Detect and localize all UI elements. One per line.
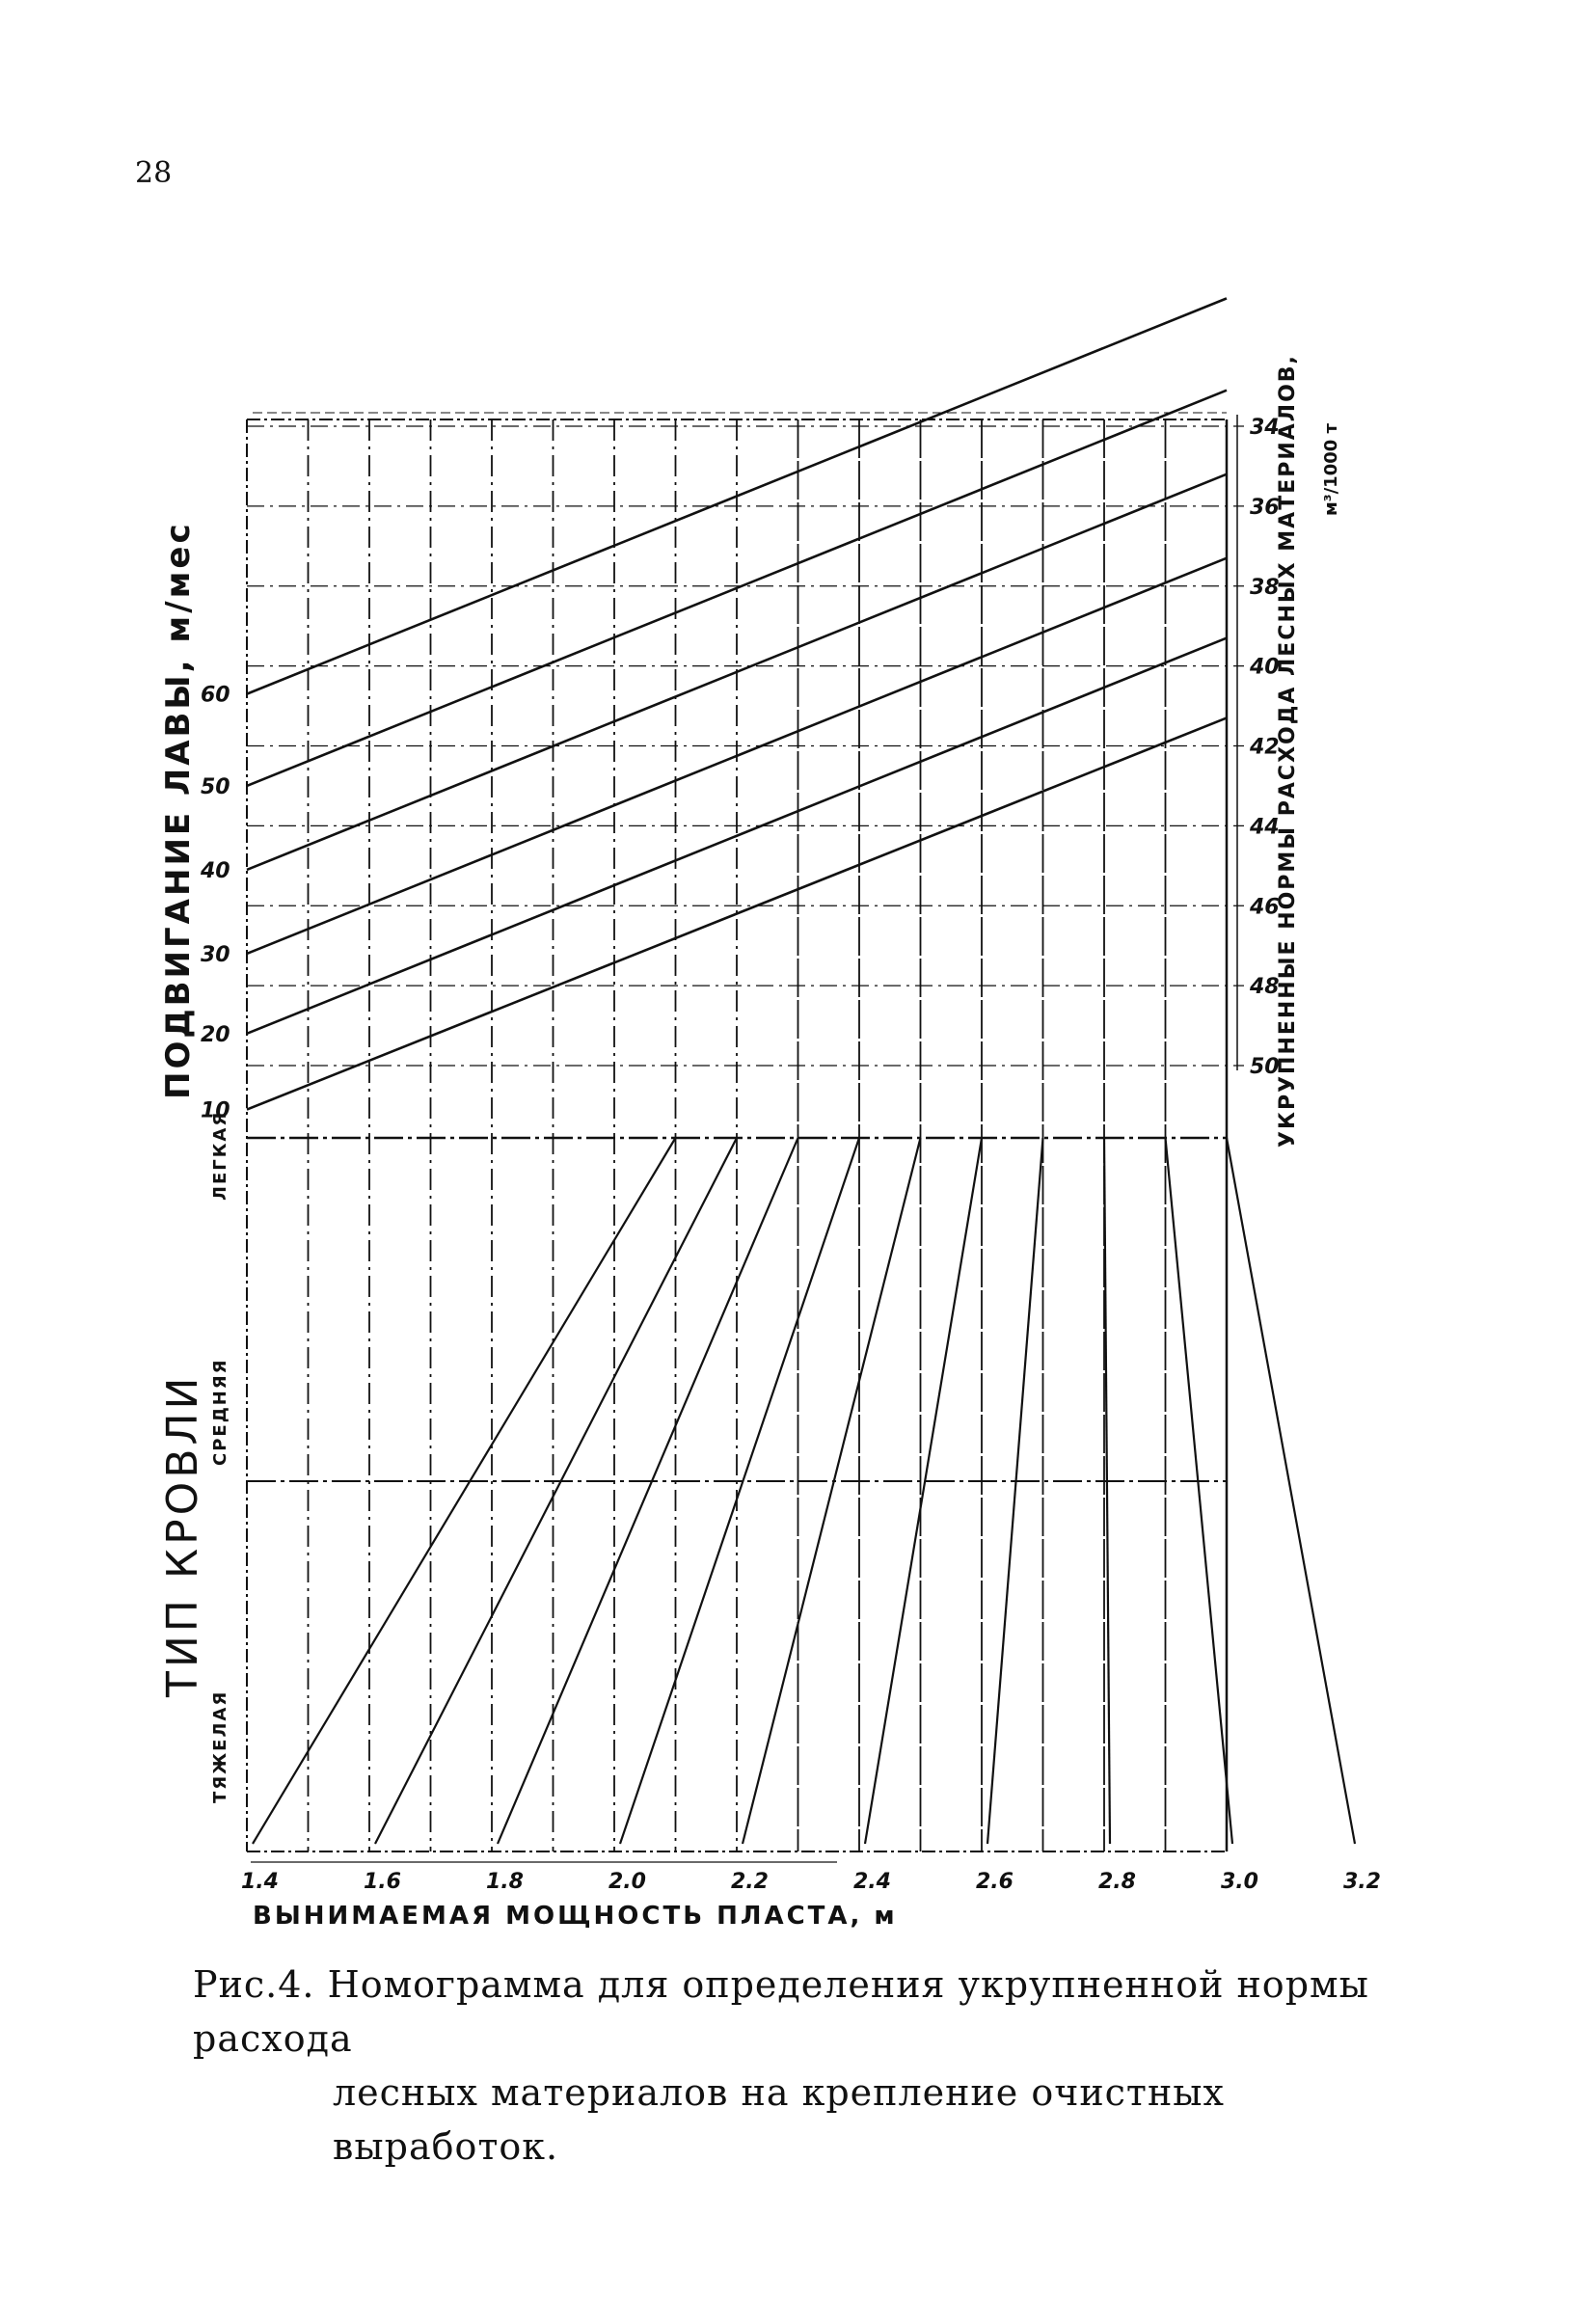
roof-type-label: ТЯЖЕЛАЯ: [210, 1690, 230, 1803]
roof-type-axis-label: ТИП КРОВЛИ: [158, 1374, 207, 1698]
roof-diagonal: [1225, 1137, 1357, 1845]
advance-line: [246, 556, 1228, 956]
right-tick-label: 44: [1249, 815, 1280, 839]
right-tick-label: 50: [1250, 1055, 1280, 1079]
right-tick-label: 38: [1250, 576, 1280, 600]
caption-line-1: Рис.4. Номограмма для определения укрупн…: [193, 1963, 1369, 2060]
advance-line: [246, 297, 1228, 695]
right-tick-label: 42: [1249, 736, 1280, 760]
caption-line-2: лесных материалов на крепление очистных …: [333, 2071, 1225, 2168]
right-axis-label: УКРУПНЕННЫЕ НОРМЫ РАСХОДА ЛЕСНЫХ МАТЕРИА…: [1276, 354, 1300, 1148]
x-tick-label: 2.6: [976, 1870, 1014, 1894]
roof-diagonal: [741, 1137, 922, 1845]
x-tick-label: 1.6: [364, 1870, 401, 1894]
left-tick-label: 60: [201, 684, 230, 708]
right-tick-label: 46: [1249, 895, 1280, 919]
left-tick-label: 10: [201, 1099, 230, 1123]
roof-diagonal: [1164, 1137, 1234, 1845]
x-tick-label: 2.8: [1098, 1870, 1136, 1894]
advance-line: [246, 716, 1228, 1111]
x-tick-label: 2.2: [731, 1870, 769, 1894]
x-tick-label: 1.4: [241, 1870, 279, 1894]
right-tick-label: 36: [1250, 496, 1280, 520]
roof-type-label: СРЕДНЯЯ: [210, 1358, 230, 1466]
left-tick-label: 20: [201, 1023, 230, 1047]
left-axis-label: ПОДВИГАНИЕ ЛАВЫ, м/мес: [159, 521, 198, 1099]
right-axis-unit: м³/1000 т: [1321, 422, 1341, 516]
x-tick-label: 1.8: [486, 1870, 524, 1894]
x-axis-label: ВЫНИМАЕМАЯ МОЩНОСТЬ ПЛАСТА, м: [253, 1902, 898, 1931]
roof-type-label: ЛЕГКАЯ: [210, 1111, 230, 1201]
right-tick-label: 34: [1250, 416, 1280, 440]
roof-diagonal: [252, 1137, 677, 1845]
roof-diagonal: [863, 1137, 984, 1845]
left-tick-label: 40: [200, 859, 230, 883]
x-tick-label: 2.0: [608, 1870, 646, 1894]
roof-diagonal: [1102, 1137, 1112, 1845]
right-tick-label: 48: [1249, 975, 1280, 999]
right-tick-label: 40: [1249, 656, 1280, 680]
figure-caption: Рис.4. Номограмма для определения укрупн…: [193, 1958, 1446, 2174]
x-tick-label: 3.2: [1343, 1870, 1381, 1894]
advance-line: [246, 389, 1228, 788]
x-tick-label: 3.0: [1221, 1870, 1258, 1894]
left-tick-label: 50: [201, 775, 230, 799]
x-tick-label: 2.4: [853, 1870, 891, 1894]
roof-diagonal: [374, 1137, 738, 1845]
left-tick-label: 30: [201, 943, 230, 967]
page-number: 28: [135, 156, 173, 190]
advance-line: [246, 473, 1228, 872]
roof-diagonal: [496, 1137, 799, 1845]
roof-diagonal: [986, 1137, 1044, 1845]
advance-line: [246, 636, 1228, 1036]
roof-diagonal: [618, 1137, 861, 1845]
